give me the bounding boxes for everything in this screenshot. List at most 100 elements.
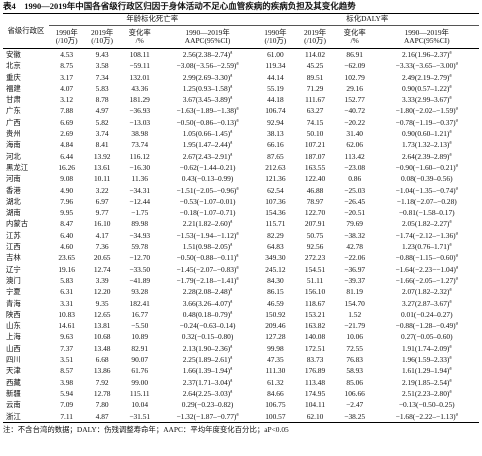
value-cell: 7.36 xyxy=(95,242,109,252)
significance-mark: a xyxy=(449,219,452,225)
table-row: 北京 8.75 3.58 −59.11 −3.08(−3.56–−2.59)a 119.3… xyxy=(3,60,479,71)
value-cell: 174.95 xyxy=(304,388,326,398)
value-cell: −39.37 xyxy=(344,275,366,285)
value-cell: 46.59 xyxy=(267,298,284,308)
value-cell: 113.42 xyxy=(344,151,365,161)
column-header-line: AAPC(95%CI) xyxy=(403,36,450,45)
aapc-value: 0.48(0.18–0.79) xyxy=(182,309,231,319)
value-cell: 2.51(2.23–2.80)a xyxy=(375,388,479,399)
aapc-value: 3.27(2.87–3.67) xyxy=(401,298,450,308)
column-header-line: 1990—2019年 xyxy=(404,27,449,37)
significance-mark: a xyxy=(455,321,458,327)
aapc-value: −0.24(−0.63–0.14) xyxy=(179,321,236,331)
province-cell: 陕西 xyxy=(6,309,21,319)
table-row: 广东 7.88 4.97 −36.93 −1.63(−1.89–−1.38)a 106.7… xyxy=(3,105,479,116)
province-cell: 辽宁 xyxy=(6,264,21,274)
value-cell: 92.94 xyxy=(267,117,284,127)
aapc-value: 2.28(2.08–2.48) xyxy=(182,287,231,297)
aapc-value: −0.62(−1.44–0.21) xyxy=(179,162,236,172)
table-row: 香港 4.90 3.22 −34.31 −1.51(−2.05–−0.96)a 62.54… xyxy=(3,185,479,196)
province-cell: 重庆 xyxy=(6,72,21,82)
province-cell: 湖北 xyxy=(6,196,21,206)
province-cell: 福建 xyxy=(6,83,21,93)
value-cell: 1.95(1.47–2.44)a xyxy=(160,139,256,150)
aapc-value: −0.81(−1.58–0.17) xyxy=(398,208,455,218)
province-cell: 澳门 xyxy=(6,275,21,285)
aapc-value: −1.66(−2.05–−1.27) xyxy=(395,275,456,285)
aapc-value: 0.90(0.57–1.22) xyxy=(401,83,450,93)
value-cell: 4.90 xyxy=(60,185,74,195)
aapc-value: −0.50(−0.86–−0.13) xyxy=(176,117,237,127)
value-cell: 127.28 xyxy=(265,332,286,342)
value-cell: 61.32 xyxy=(267,377,284,387)
significance-mark: a xyxy=(455,107,458,113)
value-cell: 1.73(1.32–2.13)a xyxy=(375,139,479,150)
value-cell: 73.74 xyxy=(131,140,149,150)
value-cell: 108.11 xyxy=(129,50,150,59)
value-cell: 51.11 xyxy=(306,275,324,285)
table-row: 内蒙古 8.47 16.10 89.98 2.21(1.82–2.60)a 115.71 2… xyxy=(3,218,479,229)
province-cell: 海南 xyxy=(6,140,21,150)
value-cell: 122.70 xyxy=(304,208,326,218)
value-cell: 81.19 xyxy=(346,287,364,297)
value-cell: −0.78(−1.19–−0.37)a xyxy=(375,117,479,128)
significance-mark: a xyxy=(449,344,452,350)
aapc-value: 0.90(0.60–1.21) xyxy=(401,129,450,139)
value-cell: 3.33(2.99–3.67)a xyxy=(375,94,479,105)
aapc-value: 1.95(1.47–2.44) xyxy=(182,140,231,150)
value-cell: 12.78 xyxy=(93,388,111,398)
aapc-value: 2.67(2.43–2.91) xyxy=(182,151,231,161)
value-cell: −0.88(−1.15–−0.60)a xyxy=(375,252,479,263)
value-cell: 2.13(1.90–2.36)a xyxy=(160,343,256,354)
value-cell: 89.51 xyxy=(306,72,324,82)
value-cell: 6.68 xyxy=(95,355,109,365)
document: 表4 1990—2019年中国各省级行政区归因于身体活动不足心血管疾病的疾病负担… xyxy=(3,0,479,436)
value-cell: 115.11 xyxy=(129,388,150,398)
value-cell: 16.77 xyxy=(131,309,149,319)
significance-mark: a xyxy=(455,61,458,67)
significance-mark: a xyxy=(236,231,239,237)
table-row: 甘肃 3.12 8.78 181.29 3.67(3.45–3.89)a 44.18 111… xyxy=(3,94,479,105)
significance-mark: a xyxy=(236,186,239,192)
value-cell: 4.84 xyxy=(60,140,74,150)
value-cell: 0.90(0.57–1.22)a xyxy=(375,83,479,94)
value-cell: 46.88 xyxy=(306,185,324,195)
column-header-line: 1990年 xyxy=(264,27,287,37)
value-cell: 2.28(2.08–2.48)a xyxy=(160,286,256,297)
value-cell: 118.67 xyxy=(305,298,326,308)
value-cell: 13.61 xyxy=(93,162,111,172)
value-cell: 0.86 xyxy=(348,174,362,184)
value-cell: 79.69 xyxy=(346,219,364,229)
significance-mark: a xyxy=(230,129,233,135)
value-cell: −0.81(−1.58–0.17) xyxy=(375,207,479,218)
row-header: 省级行政区 xyxy=(3,13,49,49)
value-cell: 1.25(0.93–1.58)a xyxy=(160,83,256,94)
aapc-value: 1.61(1.29–1.94) xyxy=(401,366,450,376)
value-cell: 1.91(1.74–2.09)a xyxy=(375,343,479,354)
value-cell: 349.30 xyxy=(265,253,286,263)
value-cell: 66.16 xyxy=(267,140,284,150)
aapc-value: 2.99(2.69–3.30) xyxy=(182,72,231,82)
column-header-line: (/10万) xyxy=(304,36,326,45)
value-cell: 3.66(3.26–4.07)a xyxy=(160,298,256,309)
value-cell: 10.68 xyxy=(93,332,111,342)
value-cell: −38.32 xyxy=(344,230,366,240)
value-cell: 2.07(1.82–2.32)a xyxy=(375,286,479,297)
value-cell: 44.18 xyxy=(267,95,284,105)
header-row: 省级行政区 年龄标化死亡率 标化DALY率 xyxy=(3,13,479,49)
value-cell: 9.63 xyxy=(60,332,74,342)
value-cell: 0.08(−0.39–0.56) xyxy=(375,173,479,184)
significance-mark: a xyxy=(230,378,233,384)
value-cell: 4.97 xyxy=(95,106,109,116)
value-cell: 2.64(2.39–2.89)a xyxy=(375,151,479,162)
value-cell: −59.11 xyxy=(129,61,150,71)
table-row: 重庆 3.17 7.34 132.01 2.99(2.69–3.30)a 44.14 89.… xyxy=(3,72,479,83)
value-cell: 3.17 xyxy=(60,72,74,82)
value-cell: 0.01(−0.24–0.27) xyxy=(375,309,479,320)
value-cell: 106.66 xyxy=(344,388,365,398)
table-row: 湖北 7.96 6.97 −12.44 −0.53(−1.07–0.01) 107.36 7… xyxy=(3,196,479,207)
aapc-value: −1.51(−2.05–−0.96) xyxy=(176,185,237,195)
significance-mark: a xyxy=(449,73,452,79)
value-cell: 132.01 xyxy=(129,72,150,82)
value-cell: 154.70 xyxy=(344,298,365,308)
